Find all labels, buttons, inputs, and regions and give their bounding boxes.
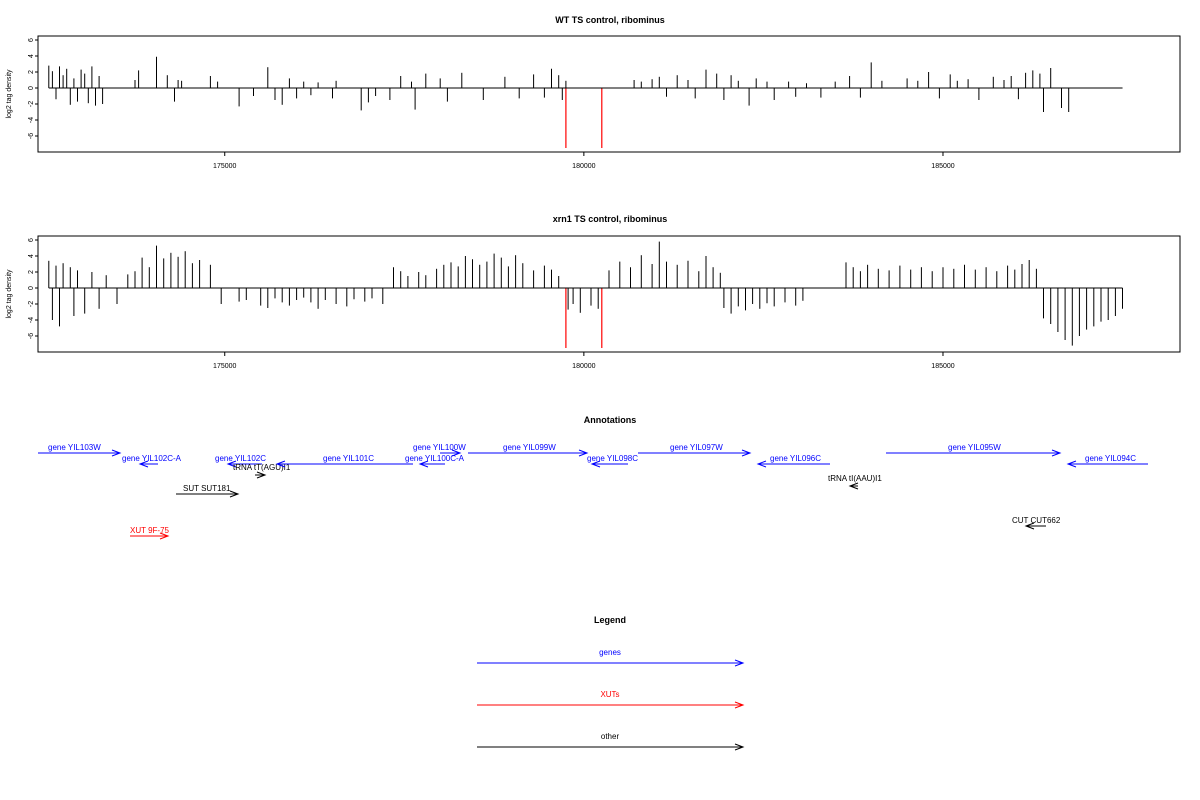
feature-arrow xyxy=(638,449,752,457)
feature-label: gene YIL094C xyxy=(1085,454,1136,463)
legend-panel: Legend genes XUTs other xyxy=(477,615,745,751)
feature-label: gene YIL097W xyxy=(670,443,723,452)
y-tick-label: 6 xyxy=(28,238,35,242)
xrn1-track-panel: xrn1 TS control, ribominus log2 tag dens… xyxy=(6,214,1181,370)
feature-arrow xyxy=(255,471,267,479)
feature-label: XUT 9F-75 xyxy=(130,526,170,535)
plot-frame xyxy=(37,35,1181,153)
feature-arrow xyxy=(38,449,122,457)
feature-arrow xyxy=(138,460,158,468)
y-axis-label: log2 tag density xyxy=(6,69,13,119)
feature-label: gene YIL100C-A xyxy=(405,454,465,463)
y-axis-label: log2 tag density xyxy=(6,269,13,319)
y-axis: 6 4 2 0 -2 -4 -6 xyxy=(28,238,38,339)
feature-label: tRNA tT(AGU)I1 xyxy=(233,463,291,472)
feature-arrow xyxy=(275,460,413,468)
y-tick-label: 6 xyxy=(28,38,35,42)
feature-arrow xyxy=(176,490,240,498)
legend-title: Legend xyxy=(594,615,626,625)
feature-arrow xyxy=(1066,460,1148,468)
panel-title: xrn1 TS control, ribominus xyxy=(553,214,668,224)
feature-label: gene YIL100W xyxy=(413,443,466,452)
feature-label: gene YIL096C xyxy=(770,454,821,463)
bar-series xyxy=(48,56,1123,148)
feature-arrow xyxy=(756,460,830,468)
feature-arrow xyxy=(886,449,1062,457)
y-axis: 6 4 2 0 -2 -4 -6 xyxy=(28,38,38,139)
y-tick-label: -4 xyxy=(28,117,35,123)
y-tick-label: -2 xyxy=(28,101,35,107)
x-axis: 175000 180000 185000 xyxy=(213,352,955,370)
bar-series xyxy=(48,241,1123,348)
feature-label: gene YIL102C-A xyxy=(122,454,182,463)
x-tick-label: 185000 xyxy=(931,163,954,170)
feature-label: CUT CUT662 xyxy=(1012,516,1061,525)
y-tick-label: 2 xyxy=(28,270,35,274)
feature-arrow xyxy=(1024,522,1046,530)
legend-items: genes XUTs other xyxy=(477,648,745,751)
x-tick-label: 175000 xyxy=(213,163,236,170)
x-tick-label: 175000 xyxy=(213,363,236,370)
y-tick-label: 4 xyxy=(28,254,35,258)
feature-arrow xyxy=(468,449,589,457)
feature-arrow xyxy=(590,460,628,468)
panel-title: WT TS control, ribominus xyxy=(555,15,665,25)
feature-label: gene YIL099W xyxy=(503,443,556,452)
x-tick-label: 180000 xyxy=(572,163,595,170)
feature-arrow xyxy=(130,532,170,540)
feature-arrow xyxy=(418,460,445,468)
x-tick-label: 185000 xyxy=(931,363,954,370)
y-tick-label: 0 xyxy=(28,286,35,290)
legend-label: XUTs xyxy=(600,690,619,699)
feature-label: SUT SUT181 xyxy=(183,484,231,493)
y-tick-label: 2 xyxy=(28,70,35,74)
feature-label: gene YIL102C xyxy=(215,454,266,463)
annotations-panel: Annotations gene YIL103W gene YIL102C-A ge… xyxy=(38,415,1148,540)
legend-label: other xyxy=(601,732,620,741)
feature-label: gene YIL095W xyxy=(948,443,1001,452)
feature-arrow xyxy=(848,482,859,490)
x-tick-label: 180000 xyxy=(572,363,595,370)
legend-label: genes xyxy=(599,648,621,657)
feature-label: gene YIL101C xyxy=(323,454,374,463)
legend-arrow xyxy=(477,743,745,751)
y-tick-label: -6 xyxy=(28,333,35,339)
y-tick-label: -4 xyxy=(28,317,35,323)
plot-frame xyxy=(37,235,1181,353)
feature-label: gene YIL098C xyxy=(587,454,638,463)
legend-arrow xyxy=(477,659,745,667)
legend-arrow xyxy=(477,701,745,709)
y-tick-label: 0 xyxy=(28,86,35,90)
y-tick-label: -2 xyxy=(28,301,35,307)
feature-label: gene YIL103W xyxy=(48,443,101,452)
y-tick-label: -6 xyxy=(28,133,35,139)
wt-track-panel: WT TS control, ribominus log2 tag densit… xyxy=(6,15,1181,170)
feature-label: tRNA tI(AAU)I1 xyxy=(828,474,882,483)
x-axis: 175000 180000 185000 xyxy=(213,152,955,170)
y-tick-label: 4 xyxy=(28,54,35,58)
feature-arrow xyxy=(226,460,262,468)
feature-arrow xyxy=(440,449,462,457)
annotations-title: Annotations xyxy=(584,415,637,425)
